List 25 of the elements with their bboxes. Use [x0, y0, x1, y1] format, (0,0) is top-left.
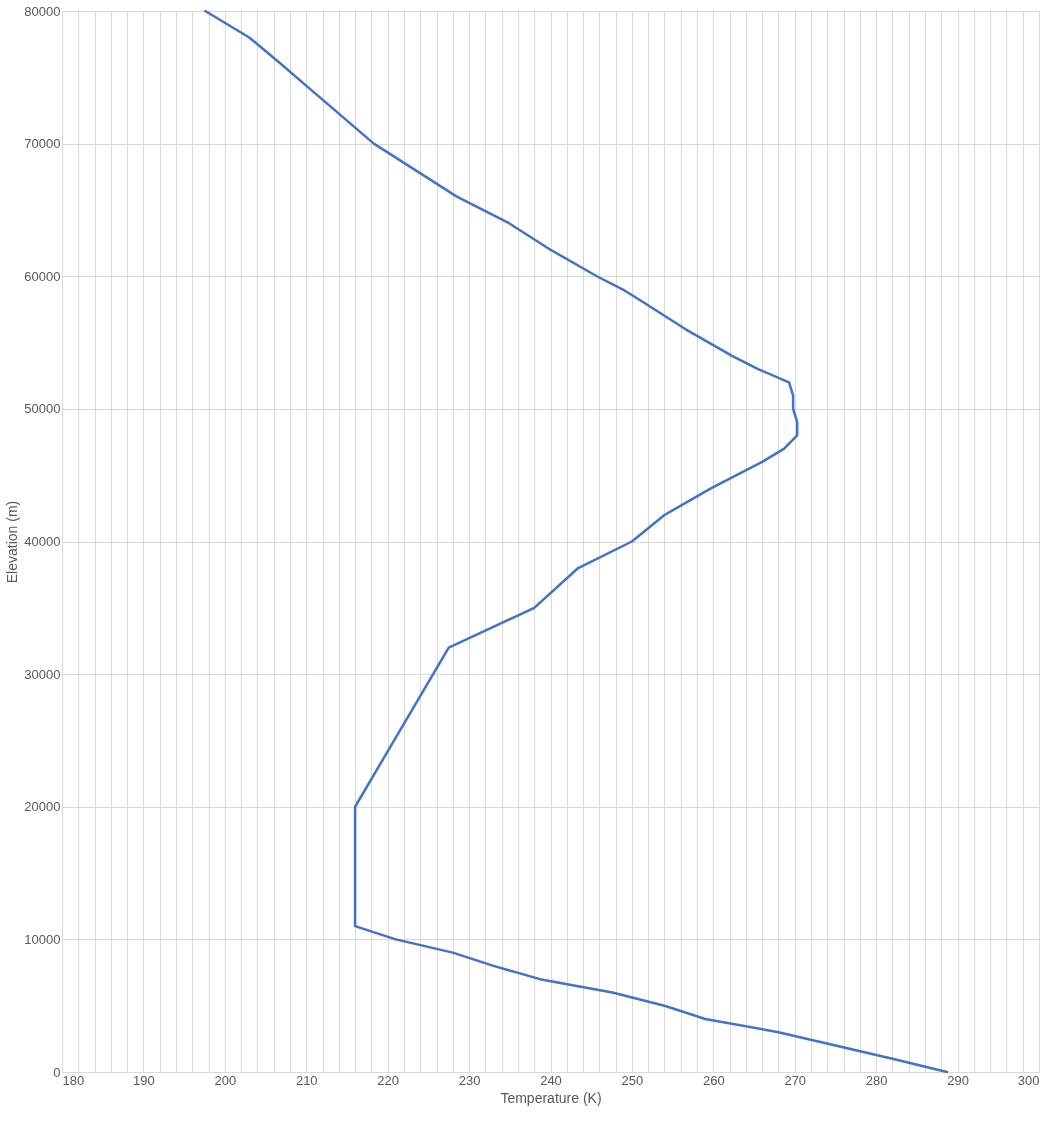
x-tick-label: 200 — [214, 1072, 237, 1088]
y-tick-label: 10000 — [24, 931, 61, 947]
y-tick-label: 40000 — [24, 534, 61, 549]
x-tick-label: 260 — [702, 1072, 725, 1088]
y-tick-label: 70000 — [24, 136, 61, 152]
x-tick-label: 210 — [295, 1072, 318, 1088]
y-tick-label: 0 — [53, 1064, 61, 1080]
x-tick-label: 220 — [377, 1072, 400, 1088]
x-tick-label: 230 — [458, 1072, 481, 1088]
x-tick-label: 290 — [947, 1072, 969, 1088]
y-tick-label: 50000 — [24, 401, 61, 417]
y-tick-label: 30000 — [24, 666, 61, 682]
x-tick-label: 270 — [784, 1072, 807, 1088]
x-axis-title: Temperature (K) — [500, 1089, 602, 1106]
x-tick-label: 180 — [62, 1072, 85, 1088]
x-tick-label: 280 — [865, 1072, 888, 1088]
line-series — [204, 9, 949, 1074]
x-tick-label: 240 — [540, 1072, 562, 1088]
y-tick-label: 20000 — [24, 799, 61, 815]
y-tick-label: 80000 — [24, 3, 61, 19]
y-axis-title: Elevation (m) — [4, 500, 21, 584]
x-tick-label: 300 — [1017, 1072, 1040, 1088]
x-tick-label: 250 — [621, 1072, 644, 1088]
x-tick-label: 190 — [133, 1072, 155, 1088]
y-tick-label: 60000 — [24, 268, 61, 284]
